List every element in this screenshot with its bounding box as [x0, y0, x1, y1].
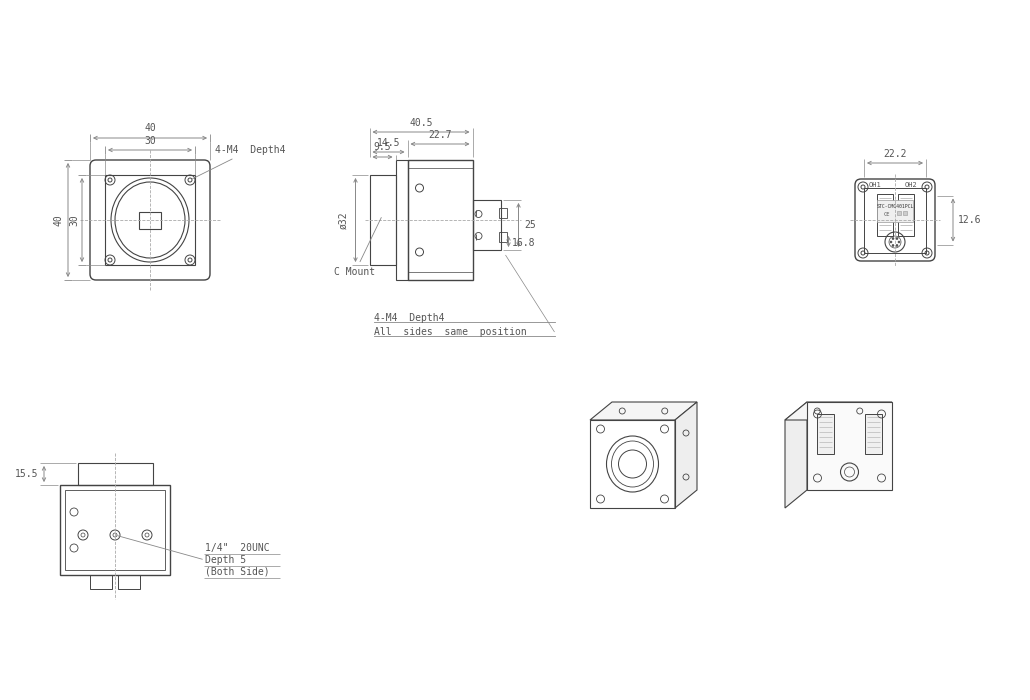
Text: 22.7: 22.7: [428, 130, 452, 140]
Bar: [499, 208, 507, 218]
Text: 22.2: 22.2: [884, 149, 906, 159]
Circle shape: [890, 241, 892, 243]
Bar: [903, 211, 907, 215]
Text: 25: 25: [524, 220, 537, 230]
Text: ø32: ø32: [339, 211, 348, 229]
Text: 14.5: 14.5: [377, 138, 401, 148]
Text: OH2: OH2: [905, 182, 918, 188]
Text: 40: 40: [144, 123, 156, 133]
Bar: [864, 188, 926, 253]
Text: Depth 5: Depth 5: [205, 555, 246, 565]
Text: 30: 30: [144, 136, 156, 146]
Bar: [65, 490, 165, 570]
Text: 12.6: 12.6: [958, 215, 982, 225]
Bar: [105, 175, 195, 265]
Bar: [77, 463, 152, 485]
Circle shape: [892, 237, 894, 239]
Text: 40.5: 40.5: [409, 118, 433, 128]
Text: 15.5: 15.5: [14, 469, 38, 479]
Bar: [877, 194, 893, 236]
Text: OH1: OH1: [869, 182, 882, 188]
Text: 9.5: 9.5: [374, 142, 391, 152]
Text: (Both Side): (Both Side): [205, 567, 270, 577]
Polygon shape: [590, 402, 697, 420]
Bar: [60, 485, 170, 575]
Bar: [90, 575, 112, 589]
Text: 16.8: 16.8: [512, 239, 535, 248]
Polygon shape: [785, 402, 892, 420]
Text: STC-CMC401PCL: STC-CMC401PCL: [877, 204, 914, 209]
Circle shape: [898, 241, 900, 243]
Circle shape: [892, 244, 894, 246]
Text: All  sides  same  position: All sides same position: [375, 327, 527, 337]
Text: CE: CE: [884, 211, 890, 216]
Bar: [118, 575, 140, 589]
Bar: [408, 160, 473, 280]
Text: C Mount: C Mount: [335, 218, 381, 277]
Polygon shape: [675, 402, 697, 508]
Polygon shape: [785, 402, 806, 508]
Bar: [897, 211, 901, 215]
Bar: [897, 194, 914, 236]
Bar: [499, 232, 507, 242]
Bar: [806, 402, 892, 490]
Text: 40: 40: [53, 214, 63, 226]
Circle shape: [896, 244, 898, 246]
Bar: [139, 211, 161, 228]
Text: 4-M4  Depth4: 4-M4 Depth4: [375, 313, 445, 323]
Bar: [877, 200, 913, 222]
Text: 1/4"  20UNC: 1/4" 20UNC: [205, 543, 270, 553]
Bar: [590, 420, 675, 508]
Bar: [817, 414, 834, 454]
Bar: [865, 414, 882, 454]
Bar: [473, 200, 501, 250]
Text: 4-M4  Depth4: 4-M4 Depth4: [193, 145, 285, 178]
Bar: [396, 160, 408, 280]
Bar: [370, 175, 396, 265]
Text: 30: 30: [69, 214, 79, 226]
Circle shape: [896, 237, 898, 239]
